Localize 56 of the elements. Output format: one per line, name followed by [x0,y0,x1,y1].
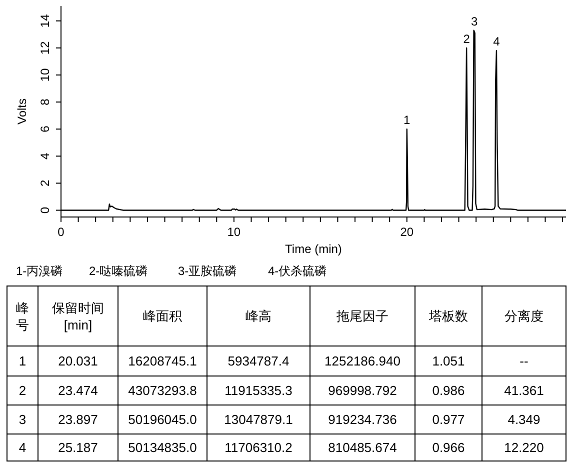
text: 2-哒嗪硫磷 [89,264,148,278]
text: 2 [18,383,26,398]
text: 1.051 [432,354,465,368]
text: 拖尾因子 [336,308,388,324]
text: -- [520,354,528,368]
text: 3 [18,412,26,427]
text: 0.986 [432,383,465,398]
text: 41.361 [504,383,544,398]
y-tick-label: 14 [38,14,52,28]
text: 峰高 [246,308,272,324]
text: 塔板数 [428,308,468,324]
text: 峰面积 [143,308,182,324]
text: 峰号 [16,300,29,332]
text: 969998.792 [328,383,397,398]
y-tick-label: 0 [38,206,52,214]
text: 0.977 [432,412,465,427]
text: 4-伏杀硫磷 [268,264,327,278]
text: 保留时间 [min] [52,300,104,332]
annotation: 4 [493,34,500,49]
text: 50134835.0 [128,440,197,455]
text: 50196045.0 [128,412,197,427]
text: 1 [18,354,26,368]
text: 11915335.3 [224,383,292,398]
annotation: 1 [404,113,411,128]
text: 810485.674 [328,440,397,455]
text: 23.897 [58,412,98,427]
y-tick-label: 6 [38,125,52,132]
text: 43073293.8 [128,383,197,398]
text: 0.966 [432,440,465,455]
y-tick-label: 10 [38,68,52,82]
annotation: 3 [470,14,478,28]
y-tick-label: 4 [38,152,52,160]
text: 12.220 [504,440,544,455]
text: 4 [18,440,26,455]
text: 16208745.1 [128,354,197,368]
text: 1252186.940 [324,354,400,368]
y-tick-label: 2 [38,180,52,187]
annotation: 2 [463,32,470,46]
y-tick-label: 8 [38,98,52,106]
text: 13047879.1 [224,412,293,427]
text: 1-丙溴磷 [16,264,63,278]
text: 23.474 [58,383,98,398]
x-tick-label: 0 [58,225,65,239]
text: 919234.736 [328,412,397,427]
y-tick-label: 12 [38,40,52,55]
text: 25.187 [58,440,98,455]
text: 20.031 [58,354,98,368]
x-tick-label: 10 [227,225,241,239]
text: 5934787.4 [228,354,290,368]
text: 4.349 [508,412,540,427]
y-axis-title: Volts [15,98,29,125]
text: 11706310.2 [224,440,292,455]
x-tick-label: 20 [400,225,414,239]
text: 3-亚胺硫磷 [178,264,237,278]
text: 分离度 [504,308,544,324]
x-axis-title: Time (min) [285,242,342,256]
